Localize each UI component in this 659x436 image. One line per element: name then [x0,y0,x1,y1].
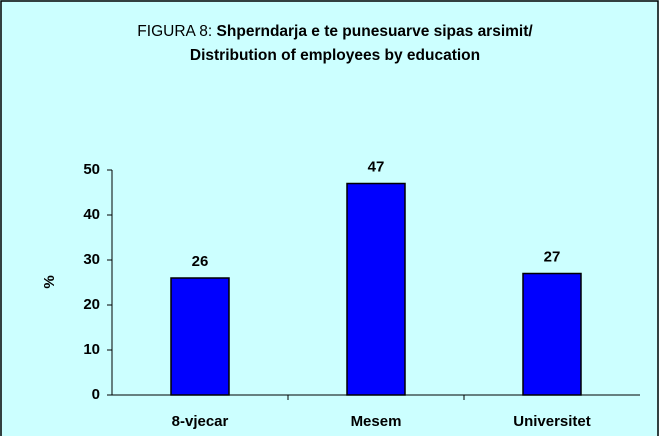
y-tick-label: 20 [83,296,100,313]
data-label: 47 [368,158,385,175]
bar [346,182,406,396]
y-tick-label: 50 [83,161,100,178]
x-tick-label: 8-vjecar [172,413,229,430]
y-tick-label: 0 [92,386,100,403]
bar [170,277,230,396]
title-prefix: FIGURA 8: [137,23,213,40]
data-label: 27 [544,248,561,265]
y-axis-label: % [41,275,58,288]
data-label: 26 [192,253,209,270]
y-tick-label: 10 [83,341,100,358]
bar [522,272,582,396]
x-tick-label: Universitet [513,413,591,430]
y-tick-label: 40 [83,206,100,223]
x-tick-label: Mesem [351,413,402,430]
y-tick-label: 30 [83,251,100,268]
title-text: Shperndarja e te punesuarve sipas arsimi… [189,23,533,64]
chart-title: FIGURA 8: Shperndarja e te punesuarve si… [100,20,570,68]
